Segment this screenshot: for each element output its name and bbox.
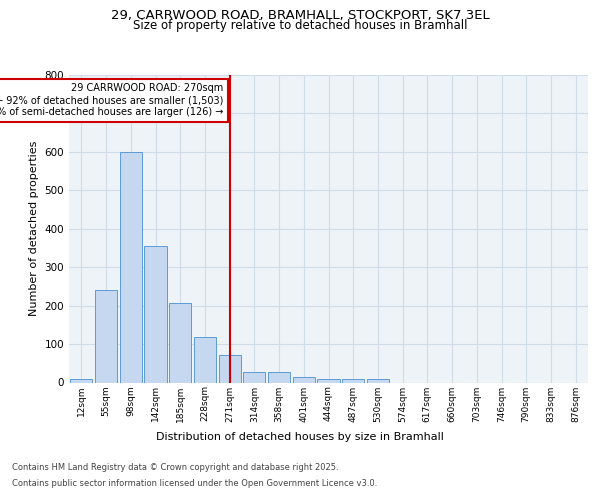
Text: Distribution of detached houses by size in Bramhall: Distribution of detached houses by size … (156, 432, 444, 442)
Bar (145, 246, 167, 382)
Bar (268, 372, 290, 382)
Bar (70, 380, 92, 382)
Text: Contains public sector information licensed under the Open Government Licence v3: Contains public sector information licen… (12, 478, 377, 488)
Bar (367, 380, 389, 382)
Bar (95, 290, 117, 382)
Bar (342, 380, 364, 382)
Bar (317, 380, 340, 382)
Text: Contains HM Land Registry data © Crown copyright and database right 2025.: Contains HM Land Registry data © Crown c… (12, 464, 338, 472)
Bar (218, 355, 241, 382)
Bar (169, 302, 191, 382)
Bar (293, 377, 315, 382)
Bar (119, 152, 142, 382)
Text: 29 CARRWOOD ROAD: 270sqm
← 92% of detached houses are smaller (1,503)
8% of semi: 29 CARRWOOD ROAD: 270sqm ← 92% of detach… (0, 84, 223, 116)
Text: Size of property relative to detached houses in Bramhall: Size of property relative to detached ho… (133, 19, 467, 32)
Bar (243, 372, 265, 382)
Text: 29, CARRWOOD ROAD, BRAMHALL, STOCKPORT, SK7 3EL: 29, CARRWOOD ROAD, BRAMHALL, STOCKPORT, … (110, 9, 490, 22)
Y-axis label: Number of detached properties: Number of detached properties (29, 141, 39, 316)
Bar (194, 337, 216, 382)
